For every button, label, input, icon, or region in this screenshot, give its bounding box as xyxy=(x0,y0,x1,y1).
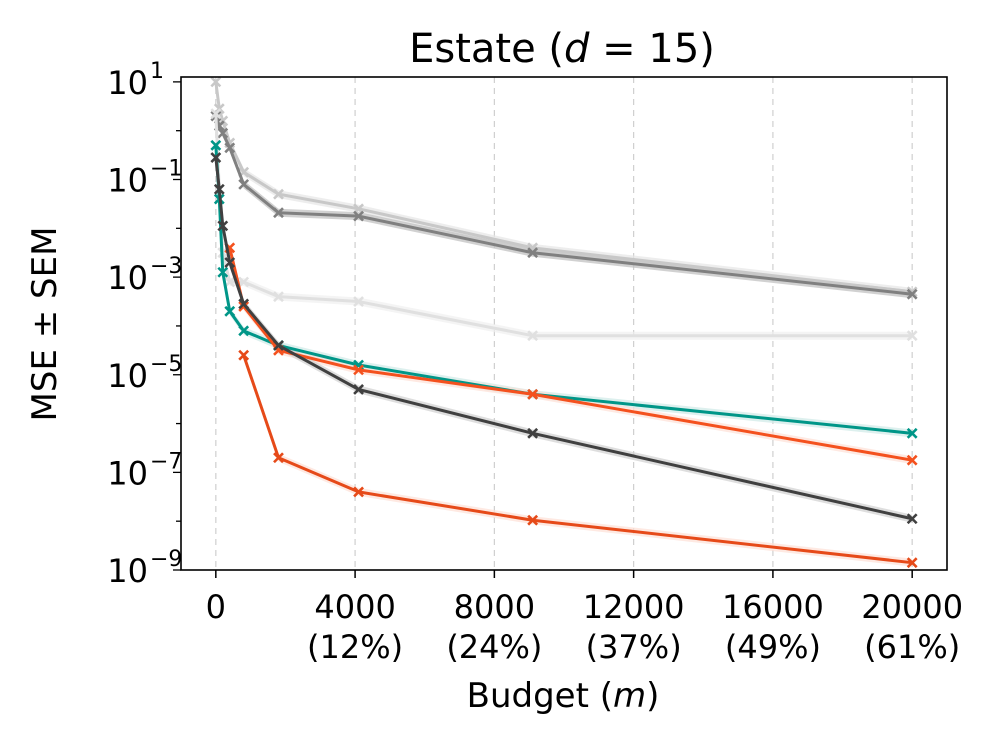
series-line-teal xyxy=(214,145,913,435)
sem-band-very-light-gray xyxy=(215,109,913,340)
y-tick-exponent: −7 xyxy=(150,449,182,474)
data-point-teal xyxy=(224,305,236,317)
data-point-charcoal xyxy=(238,298,250,310)
data-point-orange-lower xyxy=(273,452,284,464)
data-point-charcoal xyxy=(217,220,229,232)
data-point-very-light-gray xyxy=(238,276,250,288)
data-point-charcoal xyxy=(224,257,236,268)
data-point-very-light-gray xyxy=(353,296,364,307)
data-point-teal xyxy=(906,427,918,439)
y-tick-exponent: −5 xyxy=(150,352,182,377)
series-lines xyxy=(210,77,918,569)
sem-band-orange-lower xyxy=(243,351,913,567)
sem-band-light-gray xyxy=(215,77,913,296)
data-point-orange-upper xyxy=(906,454,918,466)
x-tick-label: 8000 xyxy=(454,588,535,626)
data-point-charcoal xyxy=(213,183,225,195)
x-axis: 0 4000(12%) 8000(24%) 12000(37%) 16000(49%) 2… xyxy=(206,570,963,666)
data-point-very-light-gray xyxy=(210,108,222,120)
data-point-teal xyxy=(217,266,229,278)
data-point-charcoal xyxy=(353,383,364,395)
data-point-very-light-gray xyxy=(527,330,539,342)
sem-band-teal xyxy=(215,141,913,438)
data-point-orange-lower xyxy=(238,349,250,361)
x-axis-label: Budget (m) xyxy=(467,676,660,716)
y-tick-exponent: −1 xyxy=(150,157,182,182)
x-tick-pct-label: (61%) xyxy=(864,628,960,666)
y-tick-exponent: 1 xyxy=(150,59,164,84)
data-point-dark-gray xyxy=(224,142,236,154)
data-point-dark-gray xyxy=(906,288,918,300)
x-tick-label: 12000 xyxy=(583,588,685,626)
x-tick-pct-label: (12%) xyxy=(307,628,403,666)
data-point-dark-gray xyxy=(238,178,250,190)
series-line-light-gray xyxy=(214,81,913,294)
y-tick-label: 10 xyxy=(107,162,148,200)
data-point-charcoal xyxy=(273,340,284,351)
data-point-light-gray xyxy=(273,188,284,200)
x-tick-label: 0 xyxy=(206,588,226,626)
data-point-orange-lower xyxy=(353,486,364,498)
data-point-orange-lower xyxy=(527,514,539,526)
y-tick-exponent: −3 xyxy=(150,254,182,279)
y-tick-label: 10 xyxy=(107,552,148,590)
y-axis-label: MSE ± SEM xyxy=(25,227,65,422)
sem-bands xyxy=(215,77,913,567)
data-point-very-light-gray xyxy=(273,291,284,303)
y-tick-label: 10 xyxy=(107,357,148,395)
data-point-teal xyxy=(238,325,250,337)
data-point-teal xyxy=(210,139,222,151)
data-point-orange-lower xyxy=(906,557,918,569)
data-point-dark-gray xyxy=(353,210,364,222)
x-tick-label: 16000 xyxy=(722,588,824,626)
x-tick-label: 20000 xyxy=(861,588,963,626)
data-point-charcoal xyxy=(210,152,222,163)
data-point-dark-gray xyxy=(273,207,284,219)
chart-title: Estate (d = 15) xyxy=(409,26,715,72)
data-point-charcoal xyxy=(906,513,918,525)
data-point-very-light-gray xyxy=(224,276,236,288)
data-point-dark-gray xyxy=(217,127,229,139)
data-point-orange-upper xyxy=(353,364,364,376)
data-point-light-gray xyxy=(210,77,222,88)
x-tick-pct-label: (49%) xyxy=(725,628,821,666)
x-tick-label: 4000 xyxy=(314,588,395,626)
y-tick-exponent: −9 xyxy=(150,547,182,572)
grid-lines xyxy=(215,77,913,570)
y-tick-label: 10 xyxy=(107,64,148,102)
data-point-dark-gray xyxy=(527,247,539,259)
x-tick-pct-label: (24%) xyxy=(446,628,542,666)
y-tick-label: 10 xyxy=(107,454,148,492)
data-point-charcoal xyxy=(527,427,539,439)
data-point-orange-upper xyxy=(527,388,539,400)
plot-frame xyxy=(180,76,948,571)
series-line-orange-lower xyxy=(242,354,913,565)
x-tick-pct-label: (37%) xyxy=(586,628,682,666)
y-tick-label: 10 xyxy=(107,259,148,297)
data-point-very-light-gray xyxy=(906,330,918,342)
